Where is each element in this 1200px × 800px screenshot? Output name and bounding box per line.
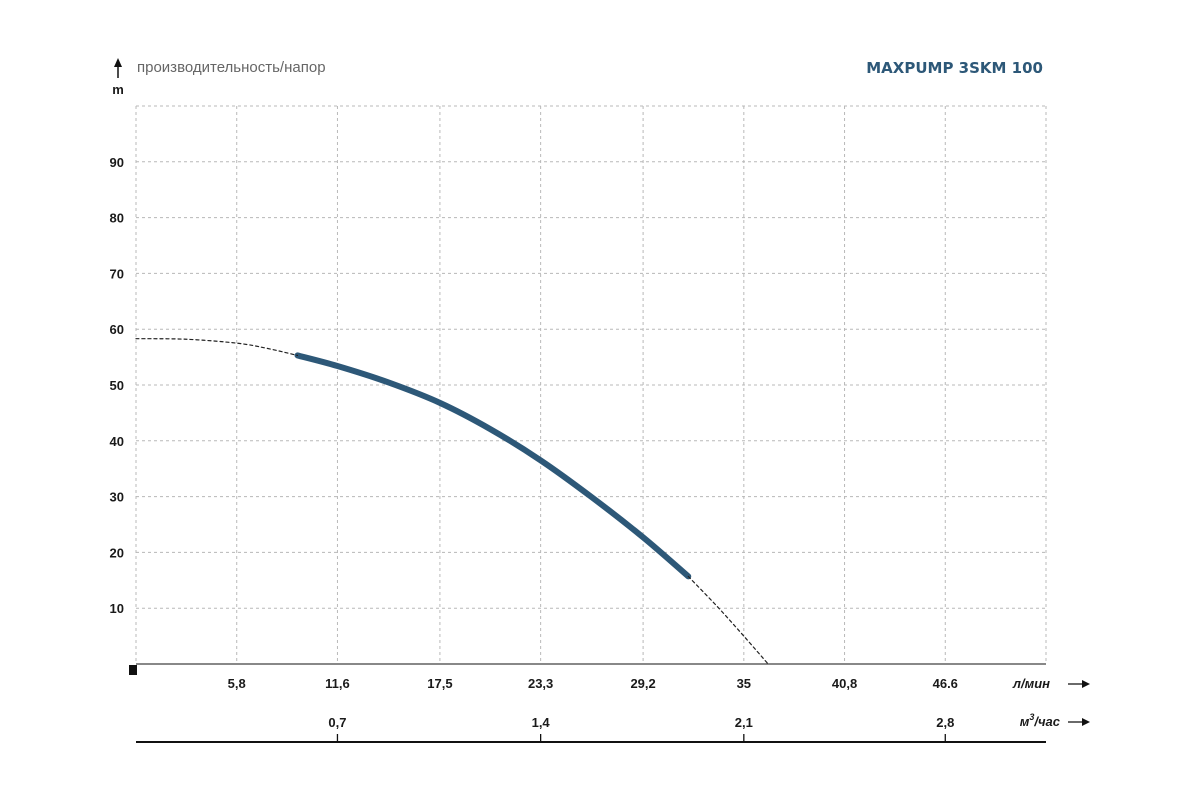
- x-tick-label-lmin: 23,3: [528, 676, 553, 691]
- origin-marker: [129, 665, 137, 675]
- x-unit-label-m3h: м3/час: [1020, 712, 1061, 729]
- x-tick-label-lmin: 11,6: [325, 676, 350, 691]
- y-axis-title: производительность/напор: [137, 59, 326, 76]
- y-tick-label: 30: [110, 490, 124, 505]
- x-tick-label-m3h: 1,4: [532, 715, 551, 730]
- y-unit-label: m: [112, 82, 124, 97]
- y-tick-label: 50: [110, 378, 124, 393]
- unit-tail: /час: [1033, 714, 1060, 729]
- y-tick-label: 90: [110, 155, 124, 170]
- chart-title: MAXPUMP 3SKM 100: [866, 59, 1043, 77]
- x2-arrow-icon: [1082, 718, 1090, 726]
- x-unit-label-lmin: л/мин: [1012, 676, 1050, 691]
- x-tick-label-lmin: 17,5: [427, 676, 452, 691]
- x-tick-label-lmin: 46.6: [933, 676, 958, 691]
- y-tick-label: 60: [110, 322, 124, 337]
- tick-labels: 10 20 30 40 50 60 70 80 90 5,8 11,6 17,5 23,3 29,2 35 4…: [110, 155, 958, 742]
- y-arrow-icon: [114, 58, 122, 67]
- x-arrow-icon: [1082, 680, 1090, 688]
- x-tick-label-m3h: 2,8: [936, 715, 954, 730]
- x-tick-label-m3h: 0,7: [328, 715, 346, 730]
- x-tick-label-lmin: 5,8: [228, 676, 246, 691]
- y-tick-label: 20: [110, 545, 124, 560]
- performance-curve-extrapolated: [135, 338, 299, 357]
- axes: m производительность/напор MAXPUMP 3SKM …: [112, 58, 1090, 743]
- x-tick-label-lmin: 35: [737, 676, 751, 691]
- y-tick-label: 70: [110, 266, 124, 281]
- x-tick-label-lmin: 29,2: [630, 676, 655, 691]
- grid: [135, 105, 1047, 664]
- unit-m: м: [1020, 714, 1030, 729]
- series: [135, 338, 769, 665]
- x-tick-label-lmin: 40,8: [832, 676, 857, 691]
- y-tick-label: 40: [110, 434, 124, 449]
- unit-sup: 3: [1029, 712, 1034, 722]
- performance-curve: [294, 352, 692, 580]
- y-tick-label: 10: [110, 601, 124, 616]
- performance-curve-extrapolated: [687, 575, 769, 665]
- y-tick-label: 80: [110, 211, 124, 226]
- x-tick-label-m3h: 2,1: [735, 715, 753, 730]
